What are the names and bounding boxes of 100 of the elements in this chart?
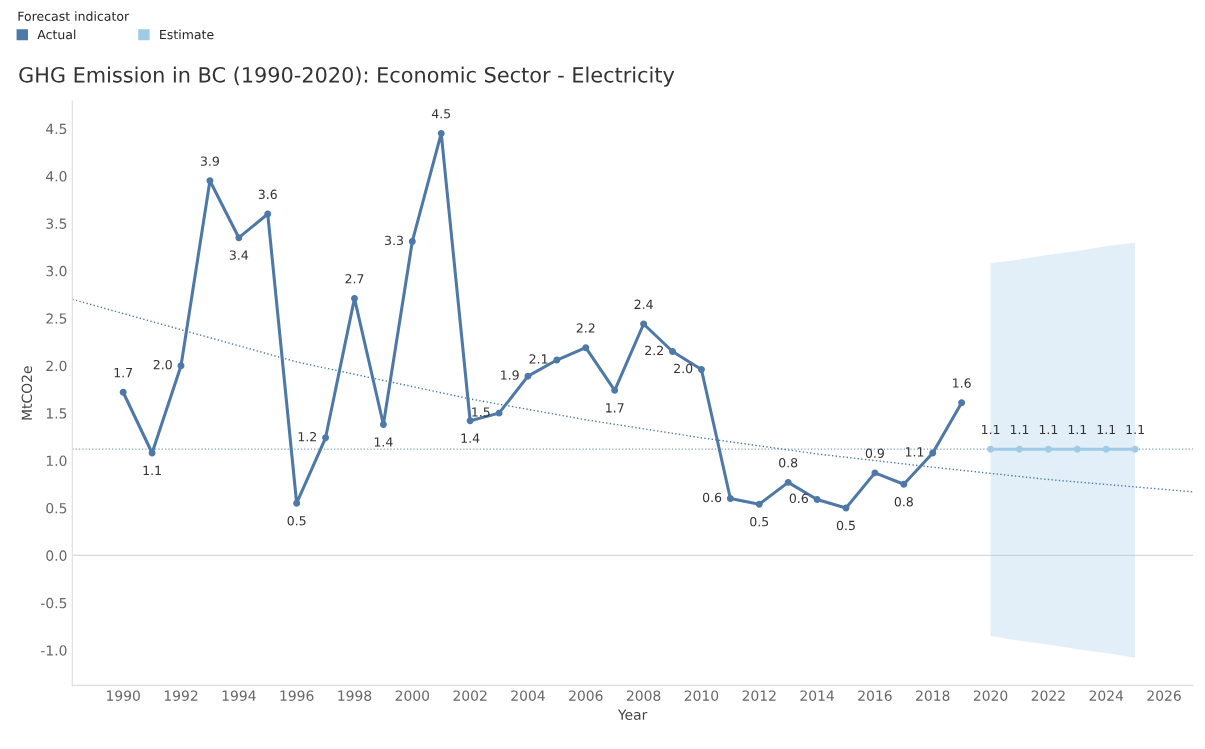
x-tick-label: 1998 xyxy=(338,690,372,701)
y-tick-label: 4.0 xyxy=(46,171,67,182)
y-tick-label: 3.5 xyxy=(46,218,67,229)
data-label: 0.8 xyxy=(779,458,798,468)
x-tick-label: 2018 xyxy=(916,690,950,701)
data-label: 3.4 xyxy=(229,250,249,260)
y-tick-label: -0.5 xyxy=(41,597,67,609)
point xyxy=(1044,445,1052,453)
point xyxy=(640,320,648,328)
point xyxy=(524,372,532,380)
y-tick-label: 4.5 xyxy=(46,123,67,135)
data-label: 1.1 xyxy=(1097,424,1115,435)
point xyxy=(553,356,561,364)
data-label: 2.0 xyxy=(153,359,172,370)
x-tick-label: 1994 xyxy=(222,690,256,701)
data-label: 0.5 xyxy=(836,520,855,531)
y-tick-label: 0.0 xyxy=(46,550,67,561)
x-tick-label: 2008 xyxy=(626,690,661,701)
data-label: 1.1 xyxy=(143,465,161,475)
data-label: 1.1 xyxy=(1010,424,1029,435)
point xyxy=(1016,445,1023,453)
point xyxy=(958,399,966,407)
legend-title: Forecast indicator xyxy=(18,11,130,21)
x-tick-label: 2000 xyxy=(395,690,430,701)
data-label: 0.5 xyxy=(750,516,769,527)
point xyxy=(1073,445,1081,453)
data-label: 2.2 xyxy=(645,345,663,355)
point xyxy=(466,417,474,425)
x-tick-label: 2026 xyxy=(1147,690,1181,701)
x-tick-label: 2022 xyxy=(1031,690,1065,701)
y-tick-label: 0.5 xyxy=(46,502,67,514)
data-label: 1.1 xyxy=(905,447,924,457)
point xyxy=(264,210,272,218)
data-label: 2.7 xyxy=(345,274,364,284)
point xyxy=(408,238,416,245)
legend-label: Actual xyxy=(37,29,76,40)
point xyxy=(351,294,358,302)
data-label: 1.1 xyxy=(1126,424,1144,435)
data-label: 1.5 xyxy=(472,407,490,417)
data-label: 1.4 xyxy=(461,433,480,443)
y-axis-title: MtCO2e xyxy=(21,366,33,420)
data-label: 1.1 xyxy=(1068,424,1087,435)
point xyxy=(1102,445,1110,453)
point xyxy=(177,362,185,370)
x-tick-label: 2012 xyxy=(742,690,776,701)
data-label: 2.2 xyxy=(576,323,595,333)
point xyxy=(148,449,156,457)
x-tick-label: 2024 xyxy=(1089,690,1124,701)
point xyxy=(813,495,821,503)
point xyxy=(495,409,503,417)
y-tick-label: 3.0 xyxy=(46,265,67,277)
point xyxy=(900,480,908,488)
point xyxy=(726,495,734,502)
data-label: 0.6 xyxy=(702,492,722,503)
point xyxy=(987,445,995,453)
data-label: 1.9 xyxy=(501,370,519,380)
point xyxy=(669,348,676,355)
chart-title: GHG Emission in BC (1990-2020): Economic Sector - Electricity xyxy=(19,66,675,87)
x-axis-title: Year xyxy=(617,709,648,720)
x-tick-label: 2014 xyxy=(800,690,834,701)
x-tick-label: 2002 xyxy=(453,690,487,701)
point xyxy=(1131,445,1139,453)
y-tick-label: 2.0 xyxy=(46,360,67,372)
point xyxy=(784,478,792,486)
legend-label: Estimate xyxy=(160,29,214,40)
data-label: 0.9 xyxy=(865,448,884,458)
data-label: 4.5 xyxy=(431,109,451,119)
data-label: 1.2 xyxy=(298,431,316,442)
point xyxy=(322,434,330,442)
data-label: 2.0 xyxy=(674,363,693,374)
data-label: 1.1 xyxy=(1039,424,1058,435)
y-tick-label: 1.0 xyxy=(46,455,67,467)
y-tick-label: 1.5 xyxy=(46,408,67,419)
x-tick-label: 1990 xyxy=(107,690,140,701)
data-label: 3.6 xyxy=(258,189,277,200)
x-tick-label: 1992 xyxy=(164,690,198,701)
data-label: 3.9 xyxy=(200,156,219,166)
point xyxy=(206,177,214,185)
data-label: 1.1 xyxy=(982,424,1000,435)
x-tick-label: 2020 xyxy=(973,690,1008,701)
data-label: 1.7 xyxy=(114,368,133,378)
point xyxy=(119,388,127,396)
data-label: 2.1 xyxy=(529,354,548,364)
data-label: 0.8 xyxy=(894,496,913,507)
point xyxy=(437,129,445,137)
y-tick-label: 2.5 xyxy=(46,313,67,324)
x-tick-label: 2006 xyxy=(569,690,603,701)
point xyxy=(379,421,387,428)
point xyxy=(871,469,879,477)
x-tick-label: 1996 xyxy=(280,690,314,701)
data-label: 0.5 xyxy=(287,515,306,526)
data-label: 0.6 xyxy=(789,493,808,504)
x-tick-label: 2016 xyxy=(858,690,892,701)
data-label: 1.7 xyxy=(606,403,624,413)
x-tick-label: 2004 xyxy=(511,690,545,701)
data-label: 2.4 xyxy=(634,299,653,309)
point xyxy=(755,500,763,508)
point xyxy=(235,234,243,242)
data-label: 1.6 xyxy=(953,378,971,388)
y-tick-label: -1.0 xyxy=(41,645,67,656)
